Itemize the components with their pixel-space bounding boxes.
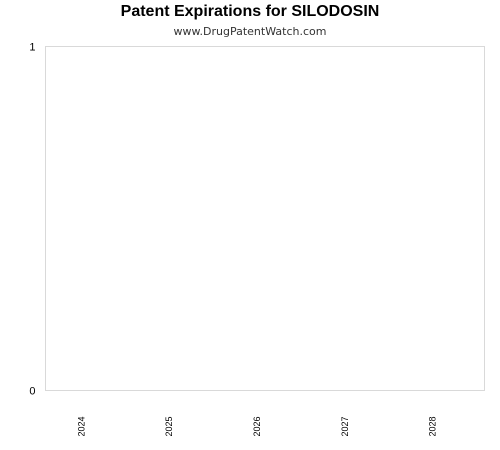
- x-tick-label-2028: 2028: [428, 416, 438, 436]
- x-tick-label-2024: 2024: [76, 416, 86, 436]
- x-tick-label-2027: 2027: [340, 416, 350, 436]
- x-tick-label-2026: 2026: [252, 416, 262, 436]
- y-tick-label: 0: [29, 386, 35, 398]
- y-axis: 01: [29, 42, 35, 398]
- plot-area: [45, 46, 485, 391]
- chart-subtitle: www.DrugPatentWatch.com: [173, 25, 327, 38]
- chart-title: Patent Expirations for SILODOSIN: [120, 3, 380, 20]
- x-tick-label-2025: 2025: [164, 416, 174, 436]
- x-axis: 2024 2025 2026 2027 2028: [76, 416, 437, 436]
- y-tick-label: 1: [29, 42, 35, 54]
